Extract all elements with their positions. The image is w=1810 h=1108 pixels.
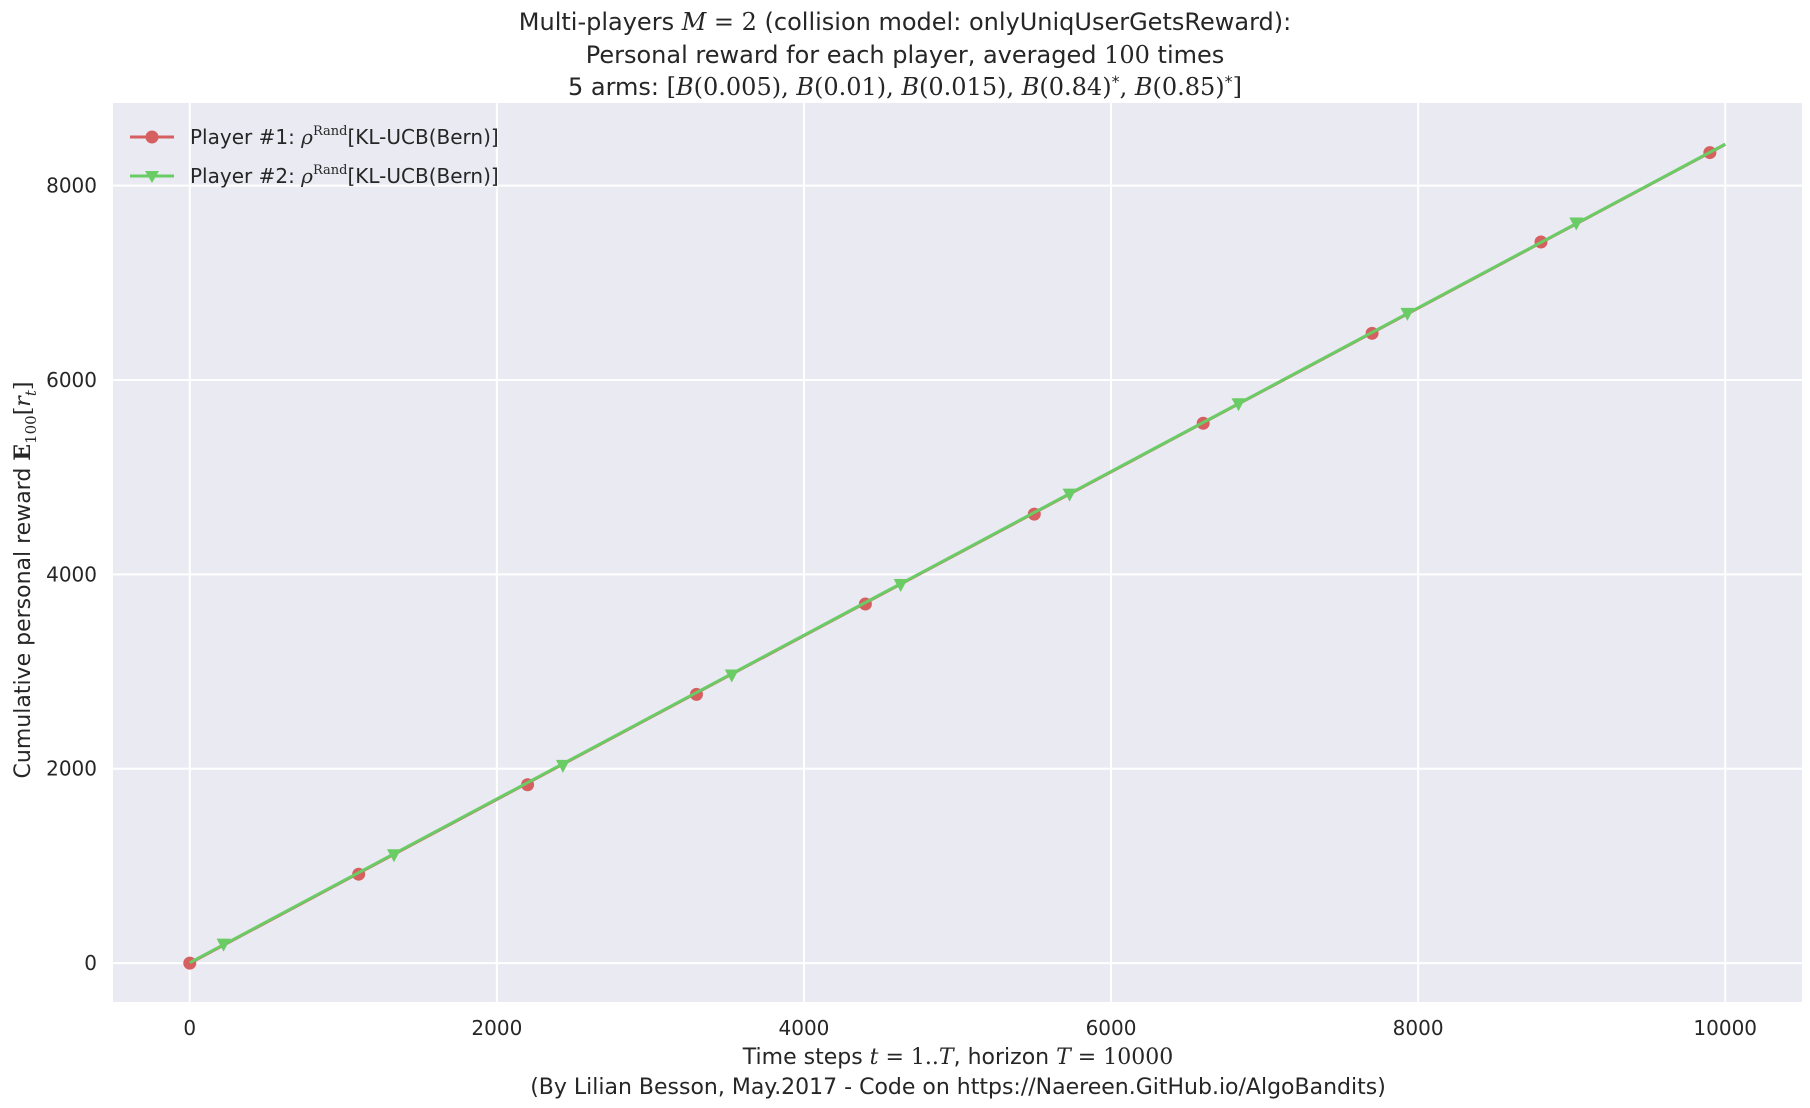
y-tick-label-4: 8000 (46, 174, 97, 198)
data-point-player-2 (893, 579, 908, 593)
data-point-player-2 (1400, 307, 1415, 321)
data-point-player-2 (555, 759, 570, 773)
y-tick-label-3: 6000 (46, 368, 97, 392)
data-point-player-2 (1231, 398, 1246, 412)
legend-label-player-1: Player #1: ρRand[KL-UCB(Bern)] (190, 124, 499, 149)
y-tick-label-2: 4000 (46, 562, 97, 586)
grid-lines (113, 103, 1802, 1002)
data-point-player-2 (724, 669, 739, 683)
x-tick-label-2: 4000 (779, 1016, 830, 1040)
title-line-2: Personal reward for each player, average… (586, 41, 1225, 69)
x-tick-label-0: 0 (183, 1016, 196, 1040)
y-axis-label: Cumulative personal reward E100[rt] (10, 382, 40, 779)
series-line-player-2 (189, 142, 1726, 964)
x-axis-label: Time steps t = 1..T, horizon T = 10000 (742, 1045, 1173, 1070)
y-tick-label-0: 0 (84, 951, 97, 975)
x-tick-label-3: 6000 (1086, 1016, 1137, 1040)
x-tick-label-5: 10000 (1693, 1016, 1757, 1040)
data-point-player-2 (1569, 217, 1584, 231)
title-line-1: Multi-players M = 2 (collision model: on… (519, 8, 1291, 36)
data-point-player-2 (1062, 488, 1077, 502)
legend-marker-player-2 (145, 171, 159, 183)
data-point-player-2 (386, 849, 401, 863)
x-tick-label-4: 8000 (1393, 1016, 1444, 1040)
legend-marker-player-1 (145, 130, 159, 144)
series-player-2 (189, 142, 1726, 964)
x-axis-footer: (By Lilian Besson, May.2017 - Code on ht… (530, 1075, 1386, 1100)
x-tick-label-1: 2000 (471, 1016, 522, 1040)
chart-title: Multi-players M = 2 (collision model: on… (519, 8, 1291, 101)
x-axis-ticks: 0 2000 4000 6000 8000 10000 (183, 1016, 1757, 1040)
series-layer (183, 142, 1726, 970)
legend-entry-player-1: Player #1: ρRand[KL-UCB(Bern)] (130, 124, 499, 149)
y-tick-label-1: 2000 (46, 757, 97, 781)
data-point-player-2 (216, 938, 231, 952)
title-line-3: 5 arms: [B(0.005), B(0.01), B(0.015), B(… (568, 72, 1242, 101)
y-axis-ticks: 0 2000 4000 6000 8000 (46, 174, 97, 976)
